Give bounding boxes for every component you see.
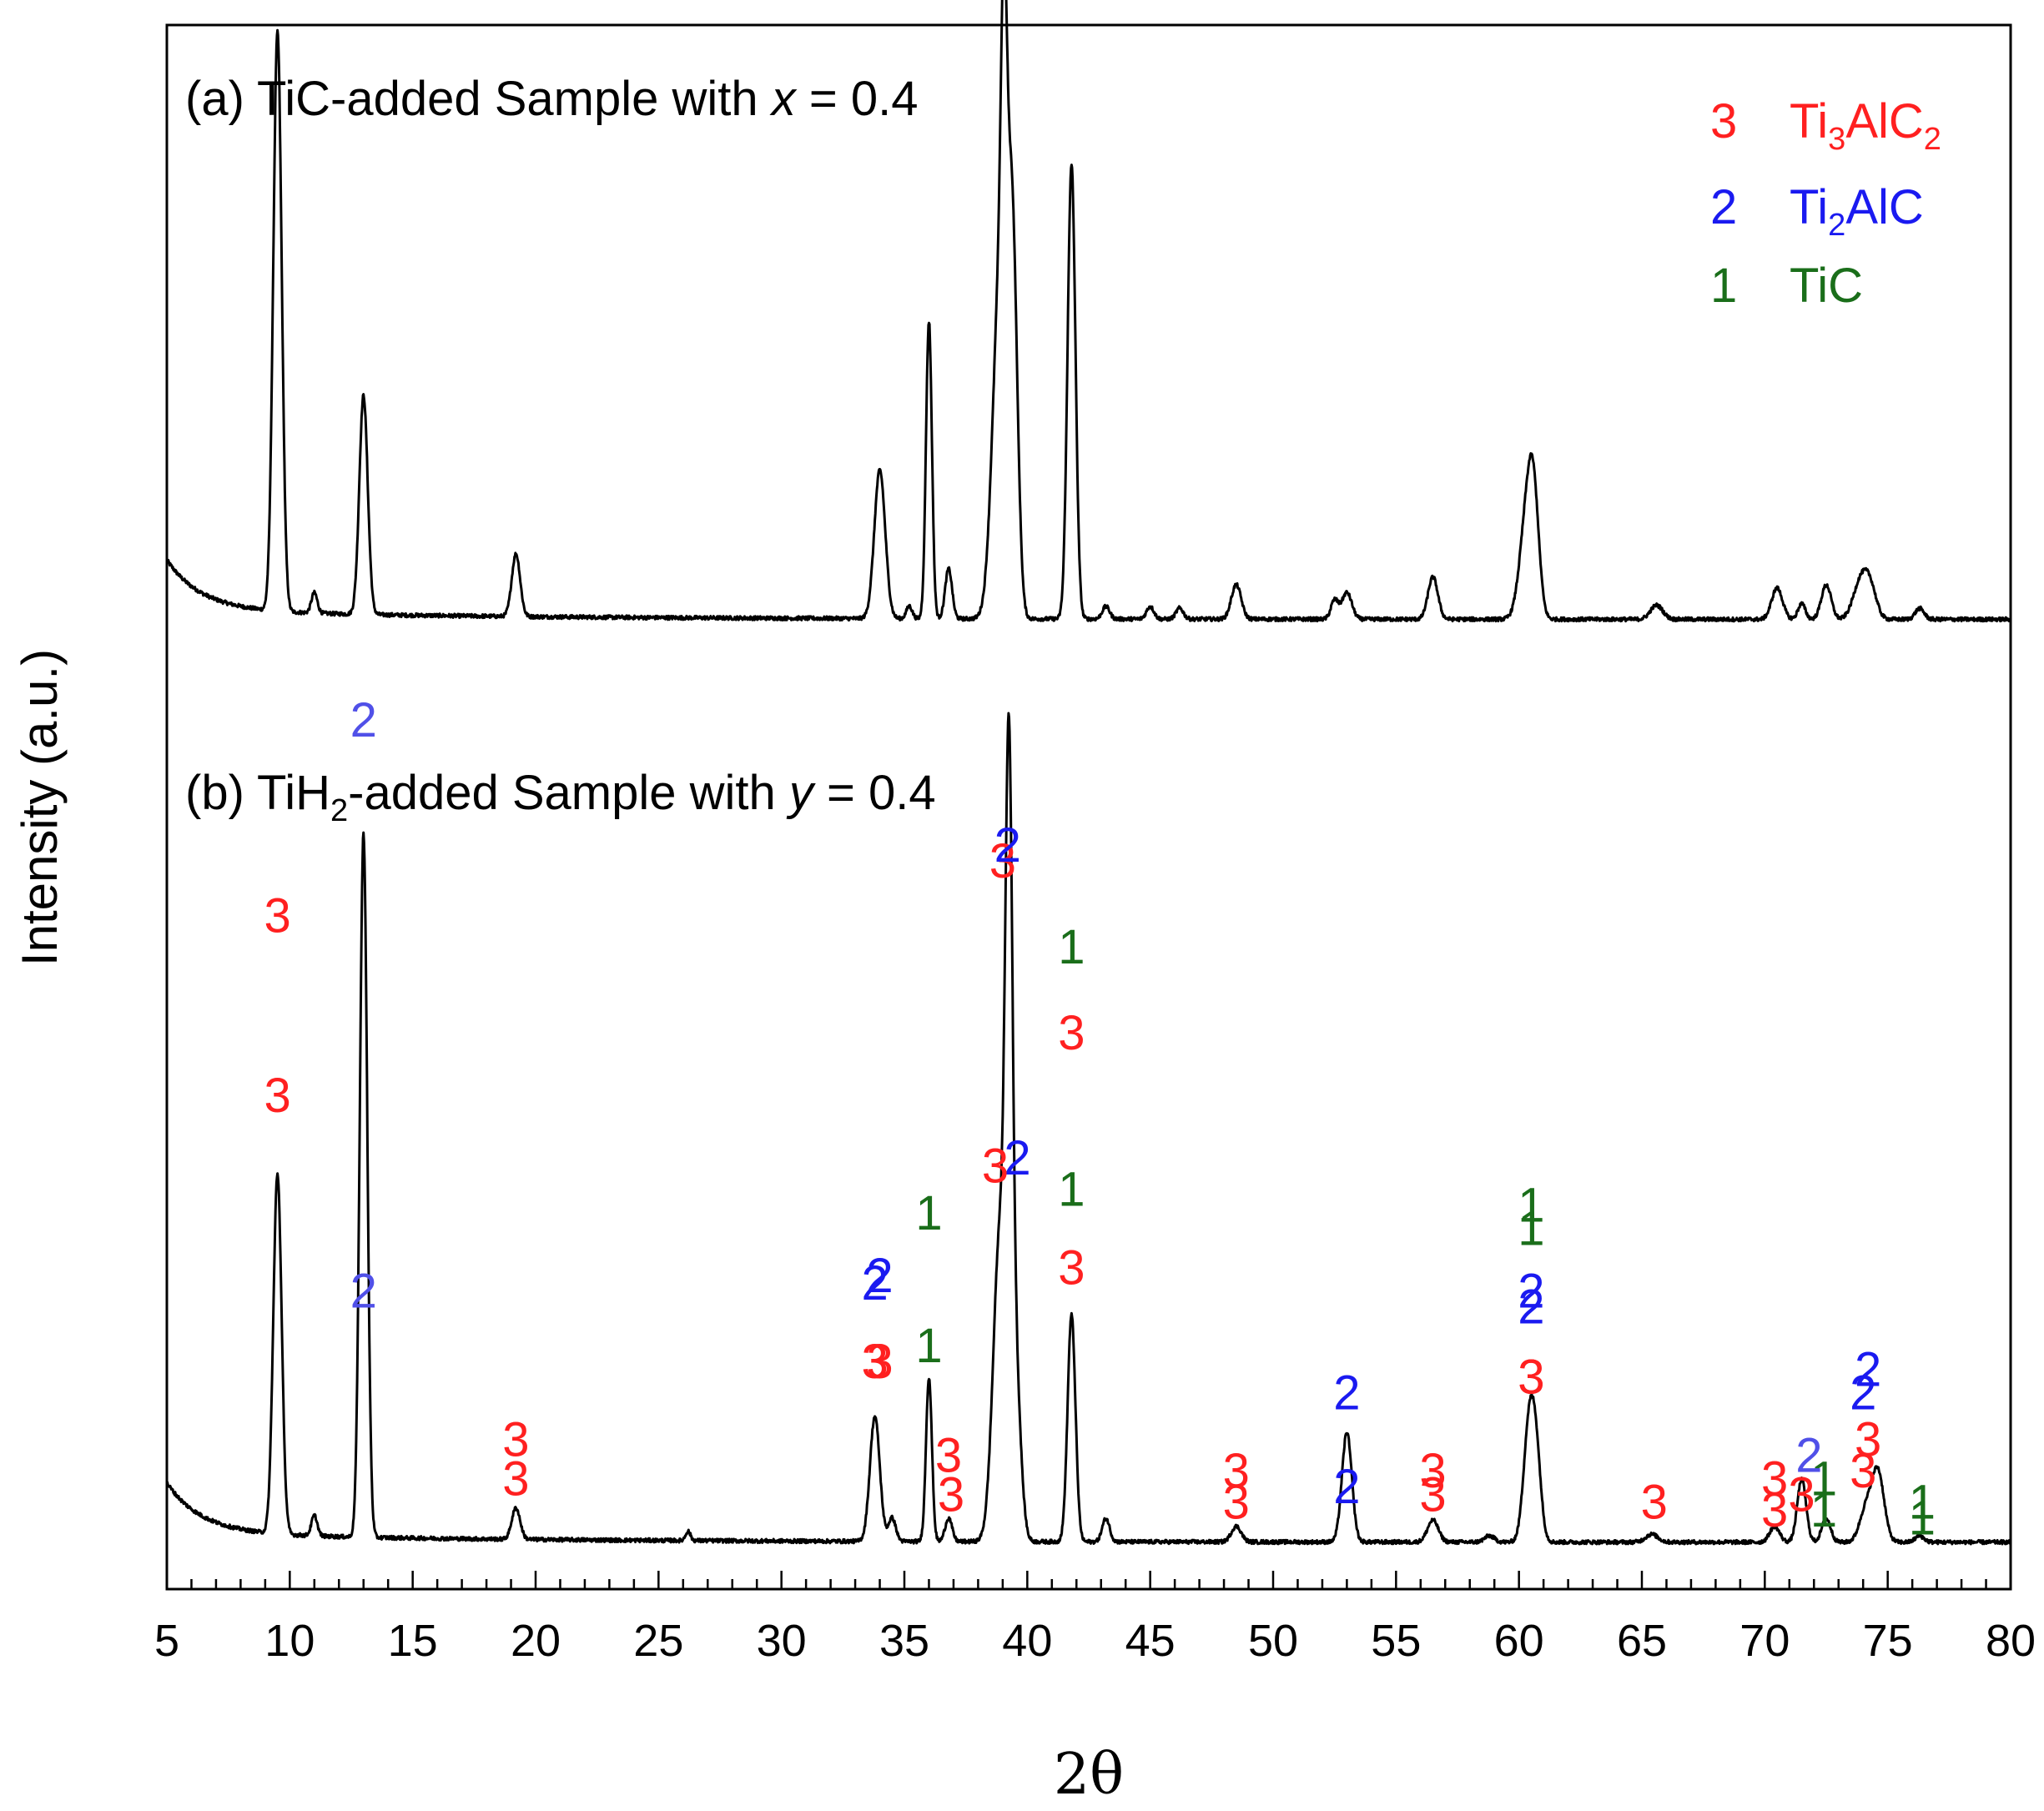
peak-label-phase-3: 3	[1223, 1476, 1250, 1530]
x-tick-label: 45	[1125, 1616, 1176, 1666]
x-tick-label: 60	[1494, 1616, 1544, 1666]
legend-label-ti3alc2: Ti3AlC2	[1790, 94, 1941, 157]
trace-tih2-added	[165, 712, 2012, 1546]
peak-label-phase-3: 3	[982, 1139, 1009, 1194]
peak-label-phase-3: 3	[1855, 1413, 1881, 1467]
peak-label-phase-2: 2	[1004, 1131, 1030, 1185]
peak-label-phase-3: 3	[938, 1467, 964, 1522]
x-tick-label: 50	[1248, 1616, 1298, 1666]
peak-label-phase-1: 1	[915, 1186, 942, 1240]
peak-label-phase-3: 3	[1058, 1006, 1085, 1060]
peak-label-phase-1: 1	[1810, 1483, 1837, 1537]
peak-label-phase-2: 2	[1850, 1366, 1876, 1420]
peak-label-phase-3: 3	[502, 1452, 529, 1507]
legend-label-ti2alc: Ti2AlC	[1790, 180, 1924, 243]
peak-label-phase-1: 1	[1518, 1178, 1544, 1232]
legend-label-tic: TiC	[1790, 259, 1863, 313]
peak-label-phase-3: 3	[264, 1069, 290, 1123]
x-tick-label: 20	[511, 1616, 561, 1666]
y-axis-title: Intensity (a.u.)	[12, 649, 68, 966]
x-axis-title: 2θ	[1054, 1742, 1124, 1808]
peak-label-phase-2: 2	[994, 818, 1021, 873]
peak-label-phase-3: 3	[1641, 1476, 1668, 1530]
peak-label-phase-1: 1	[1810, 1452, 1837, 1507]
x-tick-label: 80	[1986, 1616, 2036, 1666]
peak-label-phase-3: 3	[1518, 1351, 1544, 1405]
x-tick-label: 10	[264, 1616, 315, 1666]
peak-label-phase-2: 2	[1333, 1366, 1360, 1420]
legend-marker-1: 1	[1710, 259, 1737, 313]
peak-label-phase-3: 3	[1761, 1452, 1788, 1507]
peak-label-phase-3: 3	[1518, 1351, 1544, 1405]
peak-label-phase-3: 3	[1788, 1467, 1815, 1522]
x-tick-label: 30	[757, 1616, 807, 1666]
x-tick-label: 70	[1739, 1616, 1790, 1666]
legend-marker-2: 2	[1710, 180, 1737, 234]
x-tick-label: 25	[633, 1616, 683, 1666]
peak-label-phase-3: 3	[502, 1413, 529, 1467]
legend: 3 Ti3AlC2 2 Ti2AlC 1 TiC	[1710, 94, 1941, 313]
x-tick-label: 65	[1617, 1616, 1667, 1666]
peak-label-phase-2: 2	[1333, 1460, 1360, 1514]
x-tick-label: 40	[1002, 1616, 1052, 1666]
peak-label-phase-2: 2	[1855, 1342, 1881, 1396]
peak-label-phase-3: 3	[989, 834, 1016, 888]
peak-label-phase-3: 3	[1419, 1467, 1446, 1522]
peak-label-phase-2: 2	[866, 1249, 893, 1303]
x-tick-label: 75	[1863, 1616, 1913, 1666]
panel-b-title: (b) TiH2-added Sample with y = 0.4	[185, 766, 936, 828]
peak-label-phase-1: 1	[1909, 1491, 1936, 1545]
x-tick-label: 15	[388, 1616, 438, 1666]
peak-label-phase-3: 3	[1850, 1444, 1876, 1498]
traces	[165, 0, 2012, 1546]
trace-tic-added	[165, 0, 2012, 623]
peak-label-phase-1: 1	[1909, 1476, 1936, 1530]
peak-label-phase-1: 1	[1058, 920, 1085, 974]
peak-label-phase-2: 2	[1795, 1428, 1822, 1482]
peak-label-phase-3: 3	[935, 1428, 962, 1482]
peak-label-phase-2: 2	[350, 1265, 377, 1319]
peak-label-phase-1: 1	[1518, 1202, 1544, 1256]
peak-label-phase-3: 3	[1223, 1444, 1250, 1498]
peak-label-phase-2: 2	[1518, 1265, 1544, 1319]
peak-label-phase-3: 3	[1058, 1240, 1085, 1295]
peak-label-phase-1: 1	[1058, 1163, 1085, 1217]
x-tick-label: 55	[1371, 1616, 1421, 1666]
x-tick-label: 5	[154, 1616, 179, 1666]
panel-a-title: (a) TiC-added Sample with x = 0.4	[185, 72, 918, 126]
x-axis-ticks: 5 10 15 20 25 30 35 40 45 50 55 60 65 70 75 80	[154, 1571, 2036, 1666]
peak-label-phase-2: 2	[350, 693, 377, 747]
legend-marker-3: 3	[1710, 94, 1737, 148]
x-tick-label: 35	[879, 1616, 929, 1666]
peak-label-phase-3: 3	[1419, 1444, 1446, 1498]
peak-label-phase-3: 3	[862, 1335, 889, 1389]
plot-frame	[165, 23, 2012, 1591]
peak-label-phase-3: 3	[1761, 1483, 1788, 1537]
peak-label-phase-2: 2	[1518, 1280, 1544, 1334]
peak-label-phase-1: 1	[915, 1319, 942, 1373]
peak-label-phase-3: 3	[866, 1335, 893, 1389]
peak-label-phase-2: 2	[862, 1256, 889, 1310]
peak-label-phase-3: 3	[264, 889, 290, 943]
